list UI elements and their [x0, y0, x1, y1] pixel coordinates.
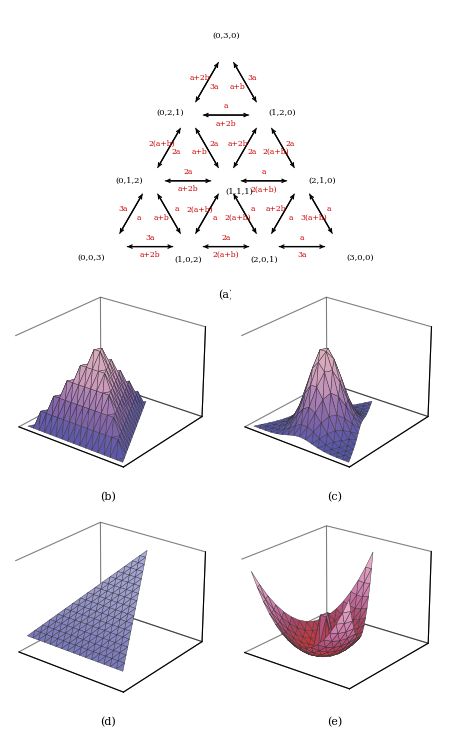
- Text: 2(a+b): 2(a+b): [186, 205, 212, 213]
- Text: a+b: a+b: [229, 83, 245, 91]
- Text: a+2b: a+2b: [139, 251, 160, 259]
- Text: a+2b: a+2b: [177, 185, 198, 193]
- Text: (2,0,1): (2,0,1): [249, 256, 277, 264]
- Text: 2(a+b): 2(a+b): [250, 185, 276, 193]
- Text: a: a: [223, 103, 228, 111]
- Text: a: a: [212, 214, 216, 222]
- Text: a+2b: a+2b: [215, 120, 236, 128]
- Text: 3a: 3a: [247, 74, 257, 82]
- Text: (1,2,0): (1,2,0): [268, 108, 295, 117]
- Text: (3,0,0): (3,0,0): [346, 254, 373, 262]
- Text: (1,0,2): (1,0,2): [174, 256, 202, 264]
- Text: a: a: [250, 205, 254, 213]
- Text: (c): (c): [326, 492, 341, 502]
- Text: 2a: 2a: [247, 148, 257, 156]
- Text: a: a: [288, 214, 292, 222]
- Text: (2,1,0): (2,1,0): [308, 177, 336, 184]
- Text: (b): (b): [100, 492, 116, 502]
- Text: 3a: 3a: [119, 205, 128, 213]
- Text: 2a: 2a: [285, 139, 295, 148]
- Text: a+2b: a+2b: [189, 74, 209, 82]
- Text: 2a: 2a: [171, 148, 181, 156]
- Text: (a): (a): [218, 290, 233, 300]
- Text: (d): (d): [101, 717, 116, 727]
- Text: a+b: a+b: [153, 214, 169, 222]
- Text: a+2b: a+2b: [265, 205, 285, 213]
- Text: (0,0,3): (0,0,3): [78, 254, 105, 262]
- Text: 2(a+b): 2(a+b): [148, 139, 175, 148]
- Text: (0,2,1): (0,2,1): [156, 108, 183, 117]
- Text: 3(a+b): 3(a+b): [299, 214, 326, 222]
- Text: 2(a+b): 2(a+b): [212, 251, 239, 259]
- Text: 3a: 3a: [145, 234, 155, 242]
- Text: a: a: [261, 168, 266, 176]
- Text: 2a: 2a: [221, 234, 230, 242]
- Text: (0,1,2): (0,1,2): [115, 177, 143, 184]
- Text: a: a: [136, 214, 141, 222]
- Text: 3a: 3a: [296, 251, 306, 259]
- Text: 2(a+b): 2(a+b): [224, 214, 250, 222]
- Text: (e): (e): [326, 717, 341, 727]
- Text: a+b: a+b: [191, 148, 207, 156]
- Text: a: a: [174, 205, 179, 213]
- Text: 3a: 3a: [209, 83, 219, 91]
- Text: a+2b: a+2b: [227, 139, 247, 148]
- Text: 2a: 2a: [183, 168, 192, 176]
- Text: 2(a+b): 2(a+b): [262, 148, 288, 156]
- Text: (0,3,0): (0,3,0): [212, 32, 239, 40]
- Text: (1,1,1): (1,1,1): [225, 188, 253, 196]
- Text: 2a: 2a: [209, 139, 219, 148]
- Text: a: a: [299, 234, 304, 242]
- Text: a: a: [326, 205, 330, 213]
